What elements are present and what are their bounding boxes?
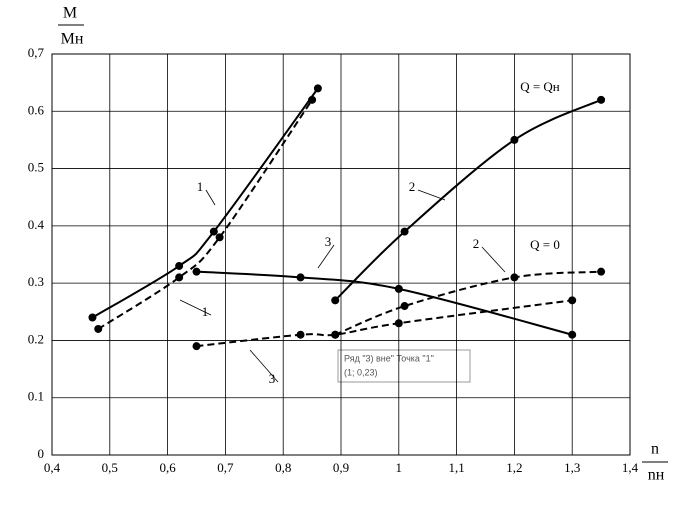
- data-point: [209, 227, 218, 236]
- series-label: 2: [409, 179, 416, 194]
- data-point: [510, 273, 519, 282]
- x-label-denominator: nн: [648, 467, 665, 484]
- y-tick-label: 0.2: [28, 331, 44, 346]
- tooltip-line: Ряд "3) вне" Точка "1": [344, 353, 434, 363]
- leader-line: [205, 189, 216, 206]
- x-tick-label: 1: [396, 460, 403, 475]
- data-point: [568, 330, 577, 339]
- y-label-denominator: Mн: [61, 31, 84, 48]
- data-point: [296, 330, 305, 339]
- series-line: [196, 299, 573, 348]
- x-tick-label: 0,6: [159, 460, 176, 475]
- data-point: [175, 261, 184, 270]
- x-tick-label: 0,8: [275, 460, 291, 475]
- y-tick-label: 0.1: [28, 389, 44, 404]
- leader-line: [179, 299, 212, 316]
- data-point: [568, 296, 577, 305]
- data-point: [192, 267, 201, 276]
- data-point: [597, 95, 606, 104]
- y-label-numerator: M: [63, 5, 77, 22]
- data-point: [400, 302, 409, 311]
- leader-line: [249, 349, 279, 383]
- series-line: [334, 270, 602, 336]
- tooltip: Ряд "3) вне" Точка "1" (1; 0,23): [337, 349, 471, 383]
- data-point: [215, 233, 224, 242]
- series-line: [91, 87, 319, 319]
- leader-line: [317, 244, 335, 269]
- y-tick-label: 0.6: [28, 102, 45, 117]
- data-point: [308, 95, 317, 104]
- data-point: [331, 330, 340, 339]
- data-point: [175, 273, 184, 282]
- data-point: [400, 227, 409, 236]
- data-point: [313, 84, 322, 93]
- x-tick-label: 1,4: [622, 460, 639, 475]
- data-point: [88, 313, 97, 322]
- series-label: 1: [197, 179, 204, 194]
- data-point: [394, 284, 403, 293]
- y-tick-label: 0: [38, 446, 45, 461]
- y-tick-label: 0.5: [28, 160, 44, 175]
- tooltip-box: [337, 349, 471, 383]
- x-tick-label: 1,2: [506, 460, 522, 475]
- series-line: [97, 99, 313, 330]
- x-tick-label: 0,9: [333, 460, 349, 475]
- data-point: [510, 135, 519, 144]
- x-tick-label: 0,5: [102, 460, 118, 475]
- series-line: [196, 270, 573, 336]
- leader-line: [481, 246, 506, 273]
- y-tick-label: 0.4: [28, 217, 45, 232]
- series-label: 3: [269, 371, 276, 386]
- series-label: 3: [325, 234, 332, 249]
- leader-line: [417, 189, 446, 201]
- series-line: [334, 98, 602, 302]
- x-label-numerator: n: [651, 441, 659, 458]
- y-tick-label: 0,7: [28, 45, 45, 60]
- data-point: [192, 342, 201, 351]
- x-tick-label: 0,4: [44, 460, 61, 475]
- tooltip-line: (1; 0,23): [344, 367, 378, 377]
- annotation: Q = Qн: [520, 79, 560, 94]
- data-point: [331, 296, 340, 305]
- data-point: [597, 267, 606, 276]
- data-point: [394, 319, 403, 328]
- x-tick-label: 0,7: [217, 460, 234, 475]
- data-point: [296, 273, 305, 282]
- data-point: [94, 324, 103, 333]
- series-label: 2: [473, 236, 480, 251]
- y-tick-label: 0.3: [28, 274, 44, 289]
- series-label: 1: [202, 304, 209, 319]
- annotation: Q = 0: [530, 237, 560, 252]
- x-tick-label: 1,3: [564, 460, 580, 475]
- x-tick-label: 1,1: [448, 460, 464, 475]
